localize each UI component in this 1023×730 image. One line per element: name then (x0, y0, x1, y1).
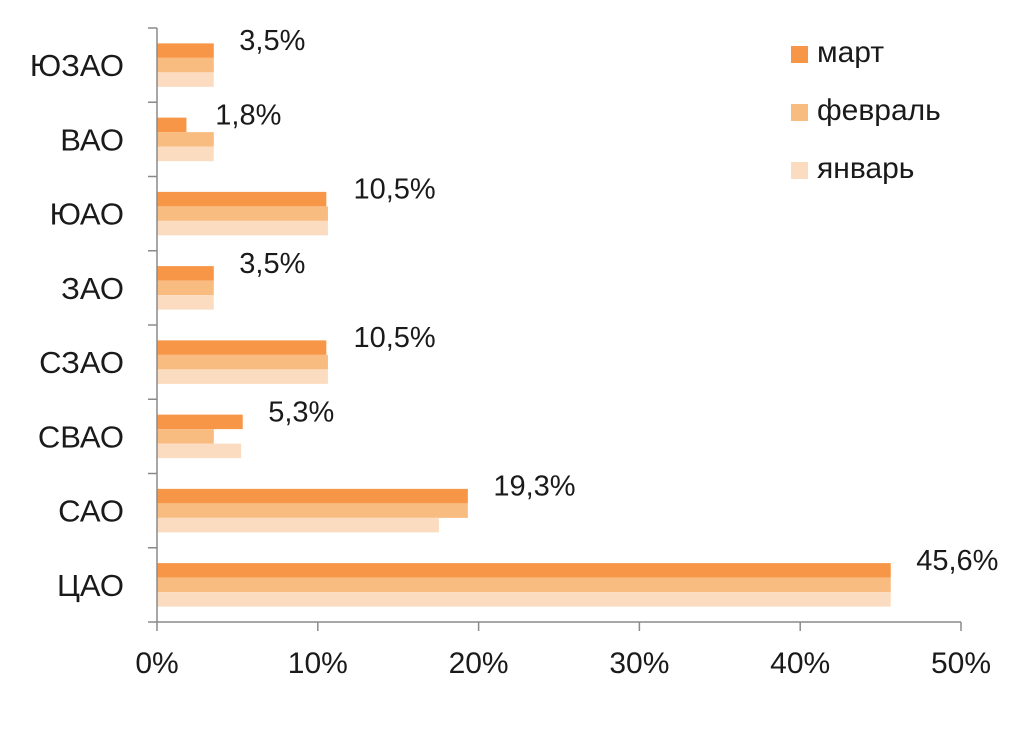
x-tick-label: 0% (135, 647, 178, 680)
x-tick-label: 10% (288, 647, 348, 680)
bar-1-7 (157, 488, 468, 504)
bar-3-1 (157, 72, 214, 87)
category-label: САО (58, 494, 124, 529)
bar-1-4 (157, 266, 214, 281)
x-tick-label: 50% (931, 647, 991, 680)
bar-2-4 (157, 280, 214, 296)
legend-label-2: февраль (817, 94, 941, 127)
bar-2-6 (157, 429, 214, 444)
bar-1-8 (157, 563, 891, 578)
bar-2-8 (157, 577, 891, 593)
legend-swatch-2 (791, 104, 808, 121)
bar-1-2 (157, 117, 187, 133)
category-label: СВАО (38, 419, 124, 454)
bar-2-2 (157, 132, 214, 147)
bar-3-5 (157, 369, 328, 384)
axes-group: 0% 10% 20% 30% 40% 50% (135, 27, 991, 680)
x-tick-label: 40% (770, 647, 830, 680)
bar-1-6 (157, 414, 243, 430)
bar-1-3 (157, 191, 327, 207)
data-label: 3,5% (239, 248, 305, 280)
category-label: ЮАО (50, 197, 124, 232)
category-label: ЗАО (61, 271, 124, 306)
bar-1-1 (157, 43, 214, 58)
x-tick-label: 20% (449, 647, 509, 680)
legend-swatch-1 (791, 46, 808, 63)
category-label: СЗАО (39, 345, 124, 380)
x-tick-label: 30% (609, 647, 669, 680)
legend-label-3: январь (817, 152, 914, 185)
legend-swatch-3 (791, 162, 808, 179)
legend: март февраль январь (791, 36, 941, 185)
bars-group (157, 43, 891, 607)
bar-2-1 (157, 57, 214, 73)
bar-3-3 (157, 220, 328, 236)
category-label: ЦАО (57, 568, 124, 603)
category-label: ЮЗАО (30, 48, 124, 83)
bar-3-2 (157, 146, 214, 162)
data-label: 45,6% (916, 545, 998, 577)
data-label: 10,5% (353, 174, 435, 206)
bar-2-3 (157, 206, 328, 221)
data-label: 19,3% (493, 471, 575, 503)
data-label: 10,5% (353, 322, 435, 354)
bar-2-5 (157, 354, 328, 370)
category-label: ВАО (60, 122, 124, 157)
bar-3-4 (157, 295, 214, 310)
bar-3-8 (157, 592, 891, 607)
bar-3-7 (157, 517, 439, 533)
labels-group: ЮЗАО 3,5% ВАО 1,8% ЮАО 10,5% ЗАО 3,5% СЗАО 10,5% С… (30, 25, 999, 603)
legend-label-1: март (817, 36, 884, 69)
bar-1-5 (157, 340, 327, 355)
bar-3-6 (157, 443, 242, 459)
bar-2-7 (157, 503, 468, 518)
data-label: 3,5% (239, 25, 305, 57)
data-label: 1,8% (215, 99, 281, 131)
data-label: 5,3% (268, 396, 334, 428)
